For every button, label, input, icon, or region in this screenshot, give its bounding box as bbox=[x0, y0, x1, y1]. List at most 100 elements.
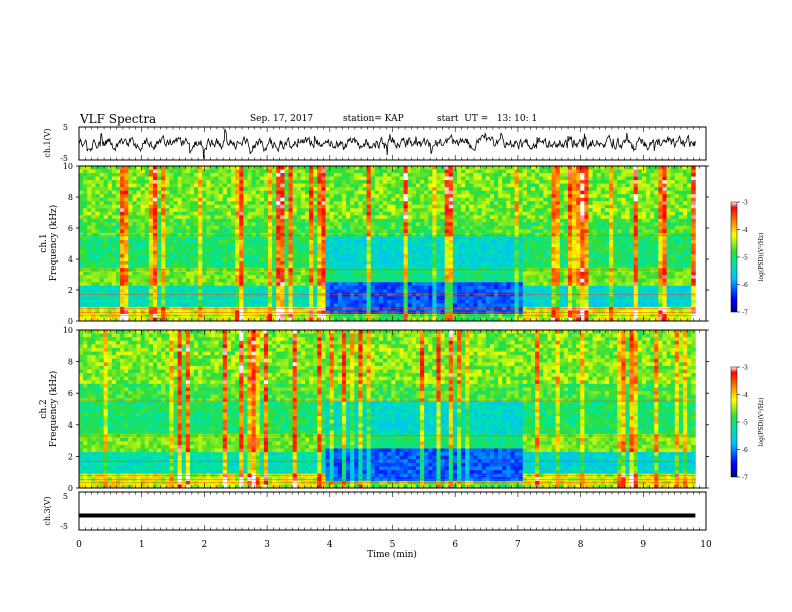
spectrogram-cell bbox=[198, 289, 203, 294]
spectrogram-cell bbox=[452, 194, 458, 199]
spectrogram-cell bbox=[337, 211, 343, 216]
spectrogram-cell bbox=[494, 296, 499, 301]
spectrogram-cell bbox=[539, 257, 544, 262]
spectrogram-cell bbox=[181, 222, 187, 227]
spectrogram-cell bbox=[399, 289, 405, 294]
spectrogram-cell bbox=[189, 257, 195, 262]
spectrogram-cell bbox=[140, 218, 146, 223]
spectrogram-cell bbox=[218, 303, 224, 308]
spectrogram-cell bbox=[198, 225, 203, 230]
spectrogram-cell bbox=[107, 243, 113, 248]
spectrogram-cell bbox=[255, 232, 261, 237]
spectrogram-cell bbox=[222, 236, 228, 241]
spectrogram-cell bbox=[268, 194, 273, 199]
spectrogram-cell bbox=[222, 176, 228, 181]
spectrogram-cell bbox=[91, 239, 96, 244]
spectrogram-cell bbox=[185, 317, 191, 322]
spectrogram-cell bbox=[481, 208, 487, 213]
spectrogram-cell bbox=[263, 176, 269, 181]
spectrogram-cell bbox=[103, 243, 109, 248]
spectrogram-cell bbox=[489, 173, 495, 177]
spectrogram-cell bbox=[494, 289, 499, 294]
spectrogram-cell bbox=[95, 254, 100, 258]
spectrogram-cell bbox=[173, 229, 179, 234]
spectrogram-cell bbox=[526, 229, 532, 234]
spectrogram-cell bbox=[107, 173, 113, 177]
spectrogram-cell bbox=[222, 215, 228, 220]
spectrogram-cell bbox=[436, 232, 441, 237]
spectrogram-cell bbox=[436, 282, 441, 287]
spectrogram-cell bbox=[354, 271, 359, 276]
spectrogram-cell bbox=[210, 243, 215, 248]
spectrogram-cell bbox=[415, 166, 421, 170]
spectrogram-cell bbox=[243, 225, 248, 230]
spectrogram-cell bbox=[255, 247, 261, 251]
spectrogram-cell bbox=[494, 211, 499, 216]
spectrogram-cell bbox=[329, 211, 335, 216]
spectrogram-cell bbox=[477, 264, 483, 269]
spectrogram-cell bbox=[337, 303, 343, 308]
spectrogram-cell bbox=[189, 225, 195, 230]
spectrogram-cell bbox=[366, 190, 372, 195]
spectrogram-cell bbox=[235, 282, 240, 287]
spectrogram-cell bbox=[354, 229, 359, 234]
spectrogram-cell bbox=[115, 169, 121, 174]
spectrogram-cell bbox=[210, 190, 215, 195]
spectrogram-cell bbox=[313, 261, 318, 266]
spectrogram-cell bbox=[181, 313, 187, 318]
spectrogram-cell bbox=[465, 289, 470, 294]
spectrogram-cell bbox=[128, 211, 133, 216]
spectrogram-cell bbox=[235, 232, 240, 237]
spectrogram-cell bbox=[272, 218, 277, 223]
spectrogram-cell bbox=[107, 232, 113, 237]
spectrogram-cell bbox=[432, 215, 437, 220]
spectrogram-cell bbox=[399, 222, 405, 227]
spectrogram-cell bbox=[354, 282, 359, 287]
spectrogram-cell bbox=[411, 211, 417, 216]
spectrogram-cell bbox=[411, 176, 417, 181]
spectrogram-cell bbox=[222, 296, 228, 301]
spectrogram-cell bbox=[152, 261, 158, 266]
spectrogram-cell bbox=[391, 278, 396, 283]
spectrogram-cell bbox=[259, 264, 265, 269]
spectrogram-cell bbox=[341, 317, 347, 322]
spectrogram-cell bbox=[210, 194, 215, 199]
spectrogram-cell bbox=[391, 313, 396, 318]
spectrogram-cell bbox=[189, 201, 195, 206]
spectrogram-cell bbox=[161, 211, 166, 216]
spectrogram-cell bbox=[263, 208, 269, 213]
spectrogram-cell bbox=[83, 225, 88, 230]
spectrogram-cell bbox=[255, 278, 261, 283]
spectrogram-cell bbox=[489, 243, 495, 248]
spectrogram-cell bbox=[350, 229, 355, 234]
spectrogram-cell bbox=[341, 173, 347, 177]
spectrogram-cell bbox=[424, 215, 429, 220]
spectrogram-cell bbox=[452, 222, 458, 227]
spectrogram-cell bbox=[300, 303, 306, 308]
spectrogram-cell bbox=[226, 208, 232, 213]
spectrogram-cell bbox=[489, 247, 495, 251]
spectrogram-cell bbox=[152, 190, 158, 195]
spectrogram-cell bbox=[506, 257, 511, 262]
spectrogram-cell bbox=[333, 275, 339, 280]
spectrogram-cell bbox=[354, 236, 359, 241]
spectrogram-cell bbox=[243, 275, 248, 280]
spectrogram-cell bbox=[424, 250, 429, 255]
spectrogram-cell bbox=[494, 173, 499, 177]
spectrogram-cell bbox=[477, 299, 483, 304]
spectrogram-cell bbox=[284, 173, 289, 177]
spectrogram-cell bbox=[120, 247, 125, 251]
spectrogram-cell bbox=[296, 271, 302, 276]
spectrogram-cell bbox=[103, 285, 109, 290]
spectrogram-cell bbox=[477, 317, 483, 322]
spectrogram-cell bbox=[411, 296, 417, 301]
spectrogram-cell bbox=[358, 215, 363, 220]
spectrogram-cell bbox=[399, 282, 405, 287]
spectrogram-cell bbox=[485, 211, 491, 216]
spectrogram-cell bbox=[111, 197, 117, 202]
spectrogram-cell bbox=[128, 254, 133, 258]
spectrogram-cell bbox=[268, 243, 273, 248]
spectrogram-cell bbox=[522, 282, 528, 287]
spectrogram-cell bbox=[387, 236, 392, 241]
spectrogram-cell bbox=[157, 208, 162, 213]
